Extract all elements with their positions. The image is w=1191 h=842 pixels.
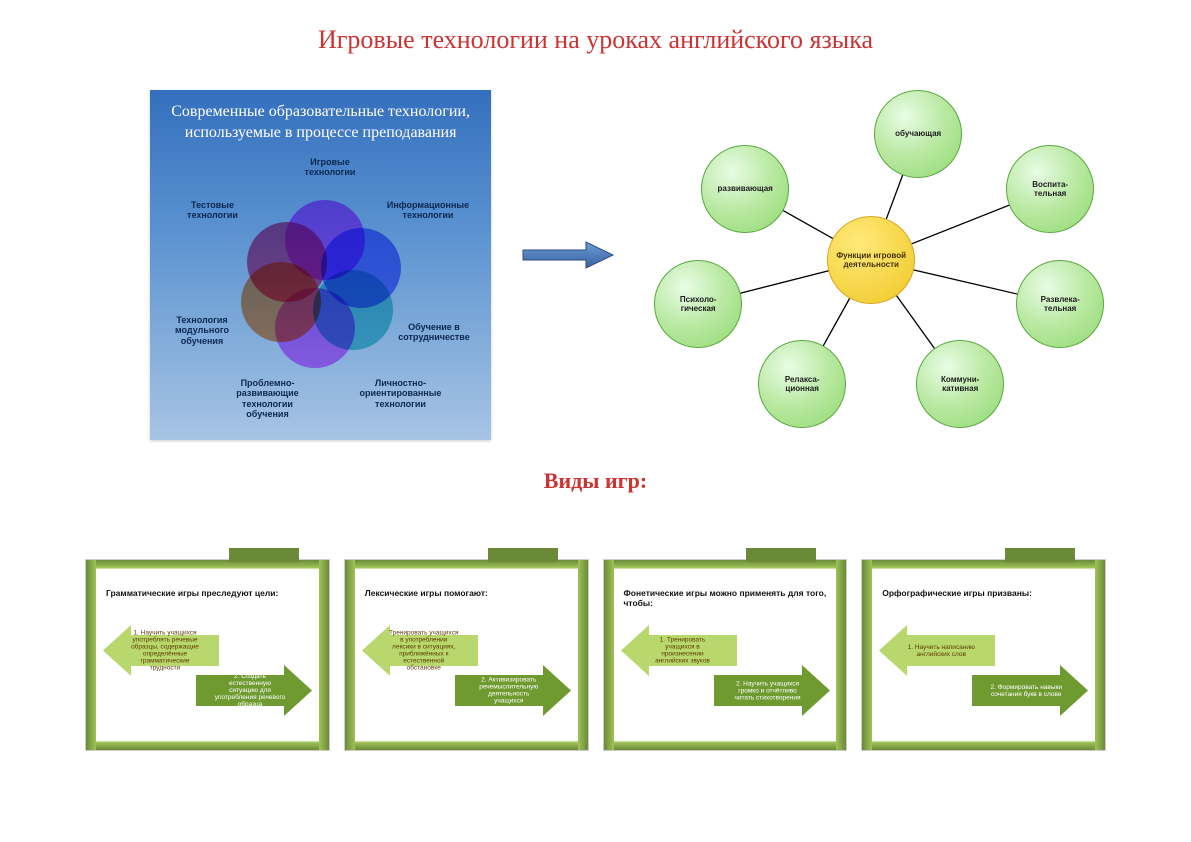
spoke-node: развивающая — [701, 145, 789, 233]
venn-label: Информационныетехнологии — [373, 200, 483, 221]
card-tab — [229, 548, 299, 562]
venn-circle — [247, 222, 327, 302]
spoke-node: обучающая — [874, 90, 962, 178]
venn-label: Игровыетехнологии — [285, 157, 375, 178]
card-title: Грамматические игры преследуют цели: — [106, 588, 314, 598]
games-subtitle: Виды игр: — [0, 468, 1191, 494]
venn-panel-title: Современные образовательные технологии, … — [150, 90, 491, 152]
arrow-icon — [521, 240, 616, 275]
card-title: Лексические игры помогают: — [365, 588, 573, 598]
card-tab — [746, 548, 816, 562]
venn-panel: Современные образовательные технологии, … — [150, 90, 491, 440]
card-arrows: 1. Тренировать учащихся в произнесении а… — [619, 618, 832, 728]
venn-label: Технологиямодульногообучения — [162, 315, 242, 346]
game-card: Лексические игры помогают: Тренировать уч… — [344, 559, 589, 751]
cards-row: Грамматические игры преследуют цели: 1. Н… — [0, 559, 1191, 751]
spoke-diagram: Функции игровой деятельности обучающая Вос… — [636, 90, 1101, 430]
card-arrow-right: 2. Формировать навыки сочетания букв в с… — [972, 663, 1090, 718]
page-title: Игровые технологии на уроках английского… — [0, 0, 1191, 55]
top-diagram-row: Современные образовательные технологии, … — [0, 55, 1191, 440]
game-card: Фонетические игры можно применять для то… — [603, 559, 848, 751]
venn-label: Личностно-ориентированныетехнологии — [343, 378, 458, 409]
game-card: Орфографические игры призваны: 1. Научить… — [861, 559, 1106, 751]
spoke-node: Психоло-гическая — [654, 260, 742, 348]
card-arrows: 1. Научить учащихся употреблять речевые … — [101, 618, 314, 728]
card-arrow-right: 2. Активизировать речемыслительную деяте… — [455, 663, 573, 718]
card-arrow-right: 2. Научить учащихся громко и отчётливо ч… — [714, 663, 832, 718]
venn-label: Тестовыетехнологии — [175, 200, 250, 221]
card-tab — [1005, 548, 1075, 562]
game-card: Грамматические игры преследуют цели: 1. Н… — [85, 559, 330, 751]
venn-label: Проблемно-развивающиетехнологииобучения — [220, 378, 315, 419]
venn-circles-area — [245, 200, 405, 360]
card-tab — [488, 548, 558, 562]
card-arrows: 1. Научить написанию английских слов2. Ф… — [877, 618, 1090, 728]
spoke-node: Развлека-тельная — [1016, 260, 1104, 348]
spoke-center-node: Функции игровой деятельности — [827, 216, 915, 304]
card-arrows: Тренировать учащихся в употреблении лекс… — [360, 618, 573, 728]
card-title: Фонетические игры можно применять для то… — [624, 588, 832, 608]
spoke-node: Релакса-ционная — [758, 340, 846, 428]
card-title: Орфографические игры призваны: — [882, 588, 1090, 598]
spoke-node: Коммуни-кативная — [916, 340, 1004, 428]
card-arrow-right: 2. Создать естественную ситуацию для упо… — [196, 663, 314, 718]
venn-label: Обучение всотрудничестве — [384, 322, 484, 343]
spoke-node: Воспита-тельная — [1006, 145, 1094, 233]
